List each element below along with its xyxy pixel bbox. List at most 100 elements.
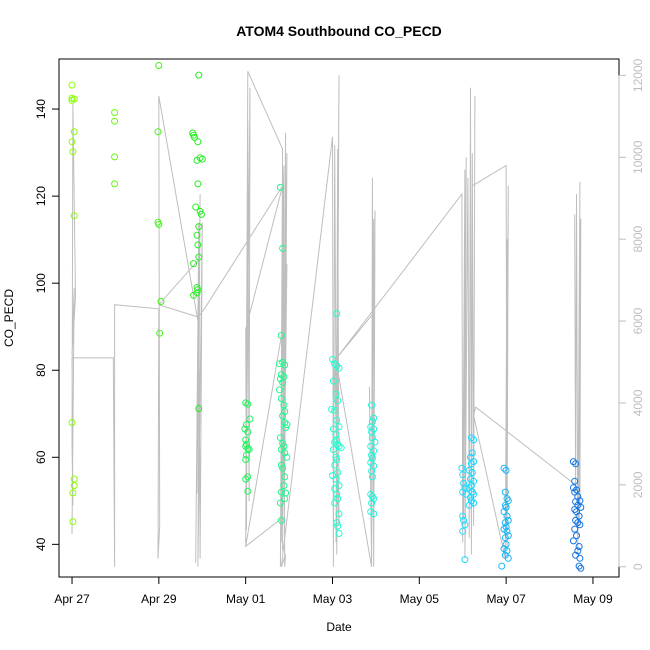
data-point — [332, 431, 340, 439]
data-point — [569, 537, 577, 545]
data-point — [468, 449, 476, 457]
data-point — [244, 473, 252, 481]
data-point — [70, 128, 78, 136]
data-point — [70, 212, 78, 220]
data-point — [277, 461, 285, 469]
data-point — [337, 444, 345, 452]
data-point — [333, 490, 341, 498]
data-point — [156, 329, 164, 337]
data-point — [68, 419, 76, 426]
data-point — [111, 117, 119, 125]
data-point — [569, 458, 577, 466]
data-point — [468, 469, 476, 476]
data-point — [69, 489, 77, 497]
data-point — [576, 554, 584, 562]
data-point — [370, 510, 378, 518]
data-point — [194, 138, 202, 146]
y-tick-label: 40 — [34, 537, 48, 551]
data-point — [195, 71, 203, 79]
y2-axis: 0 2000 4000 6000 8000 10000 12000 — [618, 58, 645, 570]
data-point — [459, 488, 467, 496]
data-point — [331, 499, 339, 507]
data-point — [572, 516, 580, 524]
y2-tick-label: 12000 — [631, 58, 645, 92]
data-point — [329, 355, 336, 363]
data-point — [470, 458, 478, 466]
x-tick-label: May 09 — [573, 592, 613, 606]
y-tick-label: 140 — [34, 99, 48, 119]
data-point — [502, 540, 510, 548]
x-axis-label: Date — [326, 620, 352, 634]
data-point — [465, 501, 473, 509]
data-point — [277, 488, 285, 496]
y-tick-label: 120 — [34, 186, 48, 206]
data-point — [279, 244, 287, 252]
data-point — [368, 473, 376, 481]
data-point — [331, 360, 339, 368]
data-point — [504, 554, 512, 562]
data-point — [459, 527, 467, 535]
data-point — [370, 414, 378, 422]
data-point — [155, 62, 163, 69]
chart-title: ATOM4 Southbound CO_PECD — [236, 23, 442, 39]
data-point — [245, 446, 253, 453]
data-point — [281, 449, 289, 457]
data-point — [333, 416, 341, 424]
y2-tick-label: 0 — [631, 563, 645, 570]
x-tick-label: May 01 — [226, 592, 266, 606]
data-point — [459, 471, 467, 479]
data-point — [371, 438, 379, 446]
data-point — [328, 405, 336, 413]
data-point — [571, 525, 579, 533]
data-point — [470, 477, 478, 485]
data-point — [576, 497, 584, 505]
data-point — [279, 464, 287, 472]
data-point — [329, 425, 337, 433]
y-axis-label: CO_PECD — [2, 289, 16, 347]
data-point — [282, 424, 290, 432]
data-point — [461, 484, 469, 492]
data-point — [276, 386, 283, 394]
data-point — [572, 498, 580, 506]
data-point — [501, 488, 509, 496]
data-point — [244, 428, 252, 436]
data-point — [155, 220, 163, 228]
data-point — [281, 473, 289, 481]
data-point — [70, 95, 78, 103]
data-point — [501, 519, 509, 527]
data-point — [368, 451, 376, 459]
data-point — [467, 497, 475, 505]
data-point — [333, 436, 341, 444]
y2-tick-label: 8000 — [631, 226, 645, 253]
data-point — [573, 486, 580, 494]
data-point — [467, 493, 474, 501]
data-point — [69, 518, 77, 526]
data-point — [573, 532, 580, 540]
data-point — [503, 527, 511, 535]
data-point — [333, 362, 341, 370]
data-point — [575, 543, 583, 550]
data-point — [333, 310, 341, 318]
data-point — [459, 512, 467, 520]
data-point — [368, 454, 376, 462]
data-point — [281, 408, 289, 416]
data-point — [467, 434, 475, 442]
data-point — [502, 466, 510, 474]
x-axis: Apr 27 Apr 29 May 01 May 03 May 05 May 07 May … — [54, 576, 613, 606]
data-point — [281, 419, 289, 426]
data-point — [329, 446, 337, 453]
data-point — [192, 203, 200, 211]
data-point — [198, 155, 206, 163]
data-point — [194, 286, 202, 294]
x-tick-label: Apr 29 — [141, 592, 177, 606]
data-point — [470, 499, 478, 507]
data-point — [571, 506, 579, 513]
data-point — [276, 183, 284, 191]
data-point — [277, 331, 285, 339]
data-point — [243, 451, 250, 459]
data-point — [70, 482, 78, 490]
data-point — [572, 460, 580, 468]
data-point — [470, 436, 478, 444]
data-point — [502, 523, 510, 531]
data-point — [575, 512, 583, 520]
